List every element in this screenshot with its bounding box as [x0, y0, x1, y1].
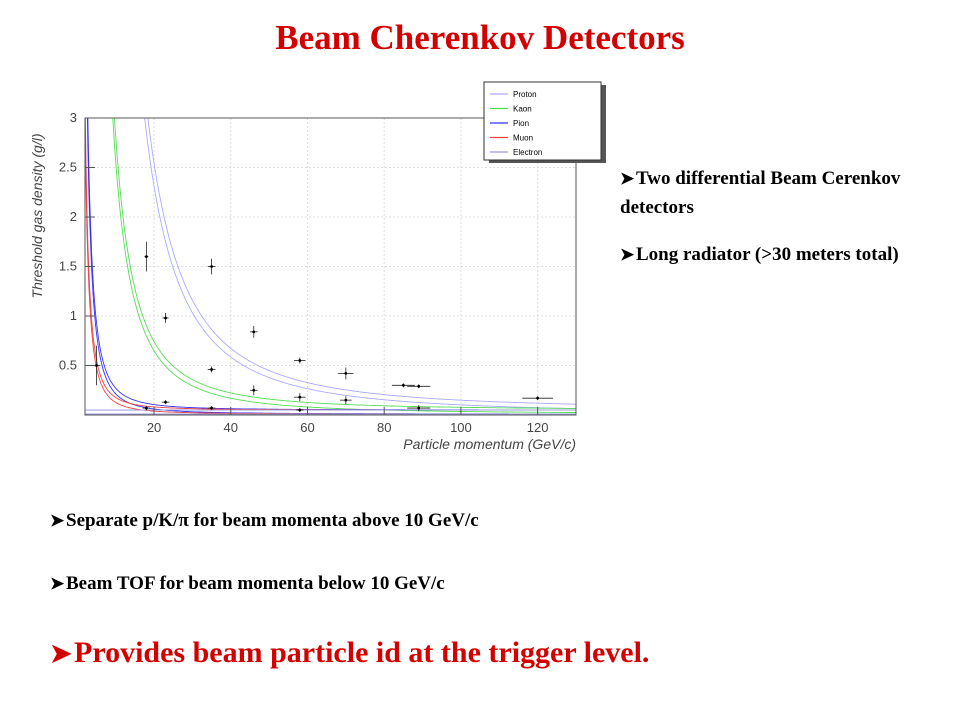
- data-point: [391, 383, 415, 388]
- data-point: [161, 400, 170, 405]
- bullet-item: ➤Separate p/K/π for beam momenta above 1…: [50, 510, 479, 532]
- legend-label: Kaon: [513, 105, 532, 114]
- bullet-text: Long radiator (>30 meters total): [636, 244, 899, 265]
- bullet-item: ➤Two differential Beam Cerenkov detector…: [620, 165, 950, 222]
- chart-ticks: 20 40 60 80 100 120 0.5 1 1.5 2 2.5 3: [59, 110, 549, 435]
- chart-legend: Proton Kaon Pion Muon Electron: [483, 81, 606, 163]
- curve-kaon: [114, 118, 576, 409]
- data-point: [249, 325, 258, 338]
- data-point: [142, 406, 151, 411]
- legend-label: Muon: [513, 134, 533, 143]
- x-tick-label: 80: [377, 420, 391, 435]
- data-point: [207, 258, 216, 275]
- y-tick-label: 2: [70, 209, 77, 224]
- x-axis-label: Particle momentum (GeV/c): [403, 436, 576, 452]
- arrow-bullet-icon: ➤: [50, 511, 65, 530]
- x-tick-label: 120: [527, 420, 549, 435]
- curve-proton: [144, 118, 576, 410]
- data-point: [294, 393, 306, 402]
- x-tick-label: 40: [224, 420, 238, 435]
- data-point: [407, 384, 431, 389]
- data-point: [294, 357, 306, 364]
- data-point: [338, 367, 354, 380]
- data-point: [522, 396, 553, 401]
- data-point: [92, 345, 101, 386]
- bullet-item: ➤Beam TOF for beam momenta below 10 GeV/…: [50, 573, 445, 595]
- right-bullet-list: ➤Two differential Beam Cerenkov detector…: [620, 165, 950, 289]
- legend-label: Proton: [513, 90, 537, 99]
- data-point: [207, 366, 216, 373]
- x-tick-label: 60: [300, 420, 314, 435]
- arrow-bullet-icon: ➤: [50, 639, 72, 668]
- x-tick-label: 100: [450, 420, 472, 435]
- data-point: [162, 313, 169, 323]
- arrow-bullet-icon: ➤: [620, 245, 635, 264]
- bullet-text: Provides beam particle id at the trigger…: [74, 636, 650, 669]
- curve-muon: [85, 124, 576, 415]
- curve-proton: [147, 118, 576, 405]
- arrow-bullet-icon: ➤: [620, 169, 635, 188]
- bullet-text: Separate p/K/π for beam momenta above 10…: [66, 510, 479, 531]
- curve-kaon: [112, 118, 576, 413]
- arrow-bullet-icon: ➤: [50, 574, 65, 593]
- y-axis-label: Threshold gas density (g/l): [29, 134, 45, 299]
- curve-pion: [86, 118, 576, 415]
- y-tick-label: 2.5: [59, 160, 77, 175]
- data-point: [207, 406, 216, 411]
- chart-data-points: [92, 241, 553, 413]
- x-tick-label: 20: [147, 420, 161, 435]
- legend-box: [483, 81, 602, 161]
- data-point: [407, 405, 431, 412]
- y-tick-label: 1: [70, 308, 77, 323]
- data-point: [340, 396, 352, 405]
- bullet-highlight: ➤Provides beam particle id at the trigge…: [50, 636, 649, 670]
- legend-label: Pion: [513, 119, 529, 128]
- data-point: [295, 408, 304, 413]
- curve-pion: [87, 118, 576, 411]
- bullet-item: ➤Long radiator (>30 meters total): [620, 241, 950, 270]
- chart-curves: [85, 118, 576, 415]
- y-tick-label: 0.5: [59, 358, 77, 373]
- y-tick-label: 3: [70, 110, 77, 125]
- bullet-text: Two differential Beam Cerenkov detectors: [620, 168, 901, 218]
- bullet-text: Beam TOF for beam momenta below 10 GeV/c: [66, 573, 445, 594]
- slide-title: Beam Cherenkov Detectors: [275, 18, 685, 57]
- legend-label: Electron: [513, 148, 542, 157]
- data-point: [249, 385, 258, 396]
- data-point: [144, 241, 149, 272]
- y-tick-label: 1.5: [59, 259, 77, 274]
